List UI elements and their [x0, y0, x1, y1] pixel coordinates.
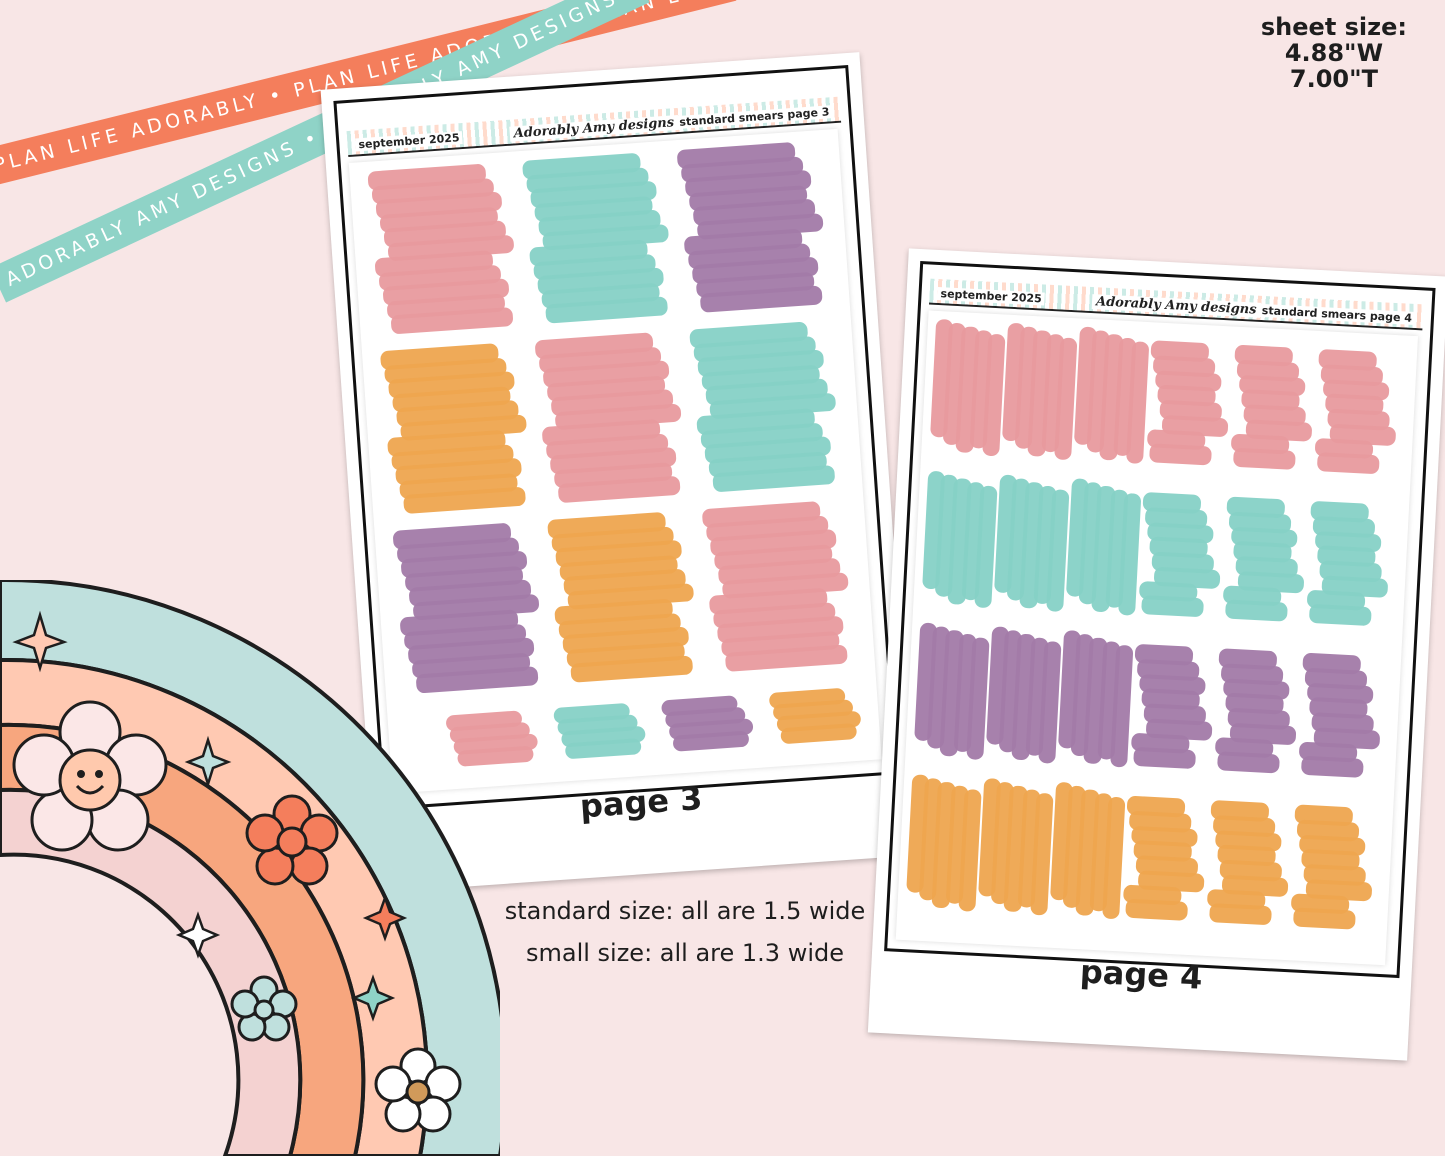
sheet-frame: september 2025 Adorably Amy designs stan… — [884, 261, 1436, 979]
smear-sticker — [676, 141, 824, 313]
sparkle-icon — [350, 974, 396, 1022]
sheet-size-label: sheet size: — [1260, 13, 1407, 41]
flower-icon — [374, 1047, 462, 1133]
smear-sticker — [553, 702, 648, 760]
smear-sticker — [534, 332, 682, 504]
smear-sticker — [689, 321, 837, 493]
flower-icon — [245, 794, 339, 886]
smear-sticker — [1314, 349, 1397, 475]
smear-sticker — [522, 152, 670, 324]
sheet-size-info: sheet size: 4.88"W 7.00"T — [1261, 14, 1407, 92]
smear-sticker — [1222, 496, 1305, 622]
sparkle-icon — [362, 894, 408, 942]
smear-sticker — [906, 774, 982, 912]
smear-sticker — [1138, 492, 1221, 618]
smear-sticker — [1290, 804, 1373, 930]
smear-sticker — [922, 470, 998, 609]
smear-sticker — [1001, 322, 1078, 461]
smear-sticker — [1057, 630, 1134, 768]
flower-icon — [230, 975, 298, 1042]
smear-sticker — [379, 343, 527, 514]
smear-sticker — [1298, 652, 1381, 778]
smear-sticker — [661, 695, 756, 752]
smear-sticker — [367, 163, 515, 335]
smear-sticker — [1122, 795, 1205, 921]
smear-sticker — [994, 474, 1070, 612]
smear-sticker — [1073, 326, 1150, 464]
standard-size-note: standard size: all are 1.5 wide — [504, 897, 866, 925]
smear-sticker — [1050, 781, 1126, 920]
smear-sticker — [914, 622, 990, 760]
sparkle-icon — [175, 911, 221, 959]
small-size-note: small size: all are 1.3 wide — [525, 939, 844, 967]
sheet-size-height: 7.00"T — [1289, 65, 1378, 93]
smear-sticker — [1230, 344, 1313, 470]
flower-smiley-icon — [12, 700, 168, 852]
rainbow-icon — [0, 580, 500, 1156]
sticker-sheet — [895, 310, 1419, 966]
smear-sticker — [547, 511, 695, 683]
smear-sticker — [930, 318, 1006, 457]
smear-sticker — [978, 778, 1054, 916]
sheet-card-page-4: september 2025 Adorably Amy designs stan… — [867, 248, 1445, 1061]
sheet-size-width: 4.88"W — [1284, 39, 1384, 67]
smear-sticker — [986, 626, 1062, 764]
smear-sticker — [1214, 648, 1297, 774]
smear-sticker — [1206, 799, 1289, 926]
smear-sticker — [1130, 643, 1213, 770]
sparkle-icon — [12, 610, 68, 673]
smear-sticker — [701, 501, 849, 672]
smear-sticker — [1306, 500, 1389, 627]
sparkle-icon — [184, 735, 232, 789]
smear-sticker — [768, 687, 864, 745]
size-notes: standard size: all are 1.5 wide small si… — [500, 890, 870, 974]
smear-sticker — [1065, 478, 1142, 616]
smear-sticker — [1146, 340, 1229, 466]
